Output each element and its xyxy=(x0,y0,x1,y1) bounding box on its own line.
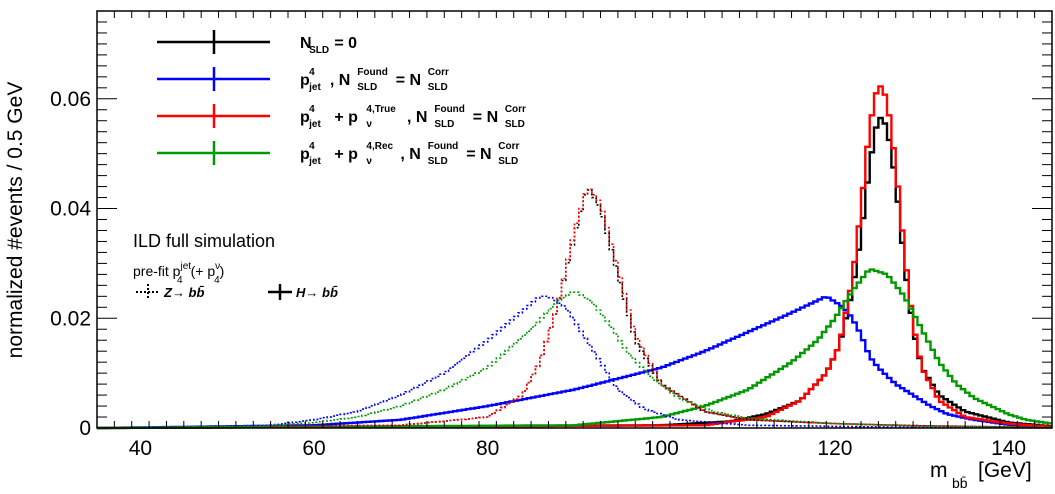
series-z-blue xyxy=(97,295,1052,429)
y-tick-label: 0.02 xyxy=(50,307,91,330)
x-axis-label-main: m xyxy=(930,459,948,482)
legend: NSLD = 0 p4 jet, N Found SLD = N Corr SLD p4 jet… xyxy=(157,30,526,167)
legend-label: p4 jet + p 4,Rec ν, N Found SLD = N Corr SLD xyxy=(300,141,519,167)
x-tick-label: 140 xyxy=(991,437,1026,460)
legend-item: p4 jet + p 4,Rec ν, N Found SLD = N Corr SLD xyxy=(157,141,519,167)
y-tick-label: 0 xyxy=(79,417,91,440)
x-tick-label: 80 xyxy=(476,437,499,460)
x-axis-label-unit: [GeV] xyxy=(978,459,1032,482)
h-label: H→ bb̄ xyxy=(296,285,338,300)
legend-label: p4 jet, N Found SLD = N Corr SLD xyxy=(300,67,449,93)
legend-item: p4 jet + p 4,True ν, N Found SLD = N Corr SLD xyxy=(157,104,526,130)
legend-label: p4 jet + p 4,True ν, N Found SLD = N Corr SLD xyxy=(300,104,526,130)
y-axis-label: normalized #events / 0.5 GeV xyxy=(4,82,27,359)
series-h-red xyxy=(97,85,1052,430)
annotation-ild: ILD full simulation xyxy=(133,231,275,251)
legend-item: NSLD = 0 xyxy=(157,30,357,56)
x-tick-label: 60 xyxy=(302,437,325,460)
x-tick-label: 100 xyxy=(644,437,679,460)
annotation-block: ILD full simulation pre-fit pjet 4(+ pν 4)… xyxy=(133,231,338,300)
legend-label: NSLD = 0 xyxy=(300,35,357,56)
x-axis-label: m bb̄ [GeV] xyxy=(930,459,1032,491)
z-marker xyxy=(136,284,160,300)
y-tick-label: 0.06 xyxy=(50,88,91,111)
x-tick-label: 120 xyxy=(817,437,852,460)
x-tick-label: 40 xyxy=(129,437,152,460)
series-h-blue xyxy=(97,296,1052,430)
annotation-prefit: pre-fit pjet 4(+ pν 4) xyxy=(133,261,224,286)
plot-frame xyxy=(96,10,1053,429)
series-layer xyxy=(97,85,1052,430)
legend-item: p4 jet, N Found SLD = N Corr SLD xyxy=(157,67,449,93)
x-axis-label-sub: bb̄ xyxy=(952,475,968,491)
z-label: Z→ bb̄ xyxy=(163,285,205,300)
series-z-red xyxy=(97,188,1052,429)
axes-layer: 40 60 80 100 120 140 0 0.02 0.04 0.06 xyxy=(50,10,1053,460)
h-marker xyxy=(268,284,292,300)
y-tick-label: 0.04 xyxy=(50,198,91,221)
series-z-green xyxy=(97,291,1052,429)
